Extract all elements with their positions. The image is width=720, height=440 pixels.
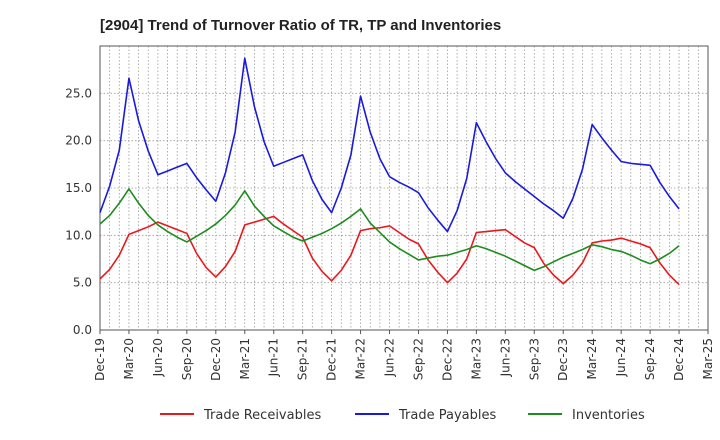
series-layer (99, 57, 680, 286)
x-tick-label: Jun-24 (614, 338, 628, 377)
x-tick-label: Mar-23 (469, 338, 483, 379)
series-line-trade-payables (99, 57, 680, 233)
x-tick-label: Dec-20 (209, 338, 223, 381)
y-tick-label: 15.0 (65, 181, 92, 195)
legend-label-trade-receivables: Trade Receivables (203, 408, 321, 423)
x-tick-label: Sep-21 (296, 338, 310, 380)
x-tick-label: Mar-22 (354, 338, 368, 379)
x-tick-label: Mar-25 (701, 338, 715, 379)
x-tick-label: Jun-22 (383, 338, 397, 377)
x-tick-label: Sep-24 (643, 338, 657, 380)
x-tick-label: Jun-23 (498, 338, 512, 377)
grid-layer (99, 46, 709, 331)
y-tick-label: 5.0 (73, 276, 92, 290)
x-tick-label: Mar-21 (238, 338, 252, 379)
x-tick-label: Sep-23 (527, 338, 541, 380)
x-tick-label: Jun-20 (151, 338, 165, 377)
legend-label-trade-payables: Trade Payables (398, 408, 496, 423)
axis-layer: 0.0 5.0 10.0 15.0 20.0 25.0 Dec-19 Mar-20 Jun-20… (65, 45, 715, 381)
x-tick-label: Dec-21 (325, 338, 339, 381)
x-tick-label: Sep-20 (180, 338, 194, 380)
x-tick-label: Mar-24 (585, 338, 599, 379)
series-line-inventories (99, 188, 680, 272)
x-tick-label: Dec-23 (556, 338, 570, 381)
plot-frame (99, 45, 709, 331)
y-tick-label: 0.0 (73, 323, 92, 337)
x-tick-label: Mar-20 (122, 338, 136, 379)
x-tick-label: Sep-22 (411, 338, 425, 380)
y-tick-label: 25.0 (65, 86, 92, 100)
series-line-trade-receivables (99, 215, 680, 286)
y-tick-label: 20.0 (65, 134, 92, 148)
chart-title: [2904] Trend of Turnover Ratio of TR, TP… (100, 17, 501, 34)
x-tick-label: Dec-24 (672, 338, 686, 381)
y-tick-label: 10.0 (65, 228, 92, 242)
legend-label-inventories: Inventories (572, 408, 645, 423)
x-tick-label: Jun-21 (267, 338, 281, 377)
legend: Trade Receivables Trade Payables Inventori… (160, 408, 645, 423)
x-tick-label: Dec-19 (93, 338, 107, 381)
x-tick-label: Dec-22 (440, 338, 454, 381)
